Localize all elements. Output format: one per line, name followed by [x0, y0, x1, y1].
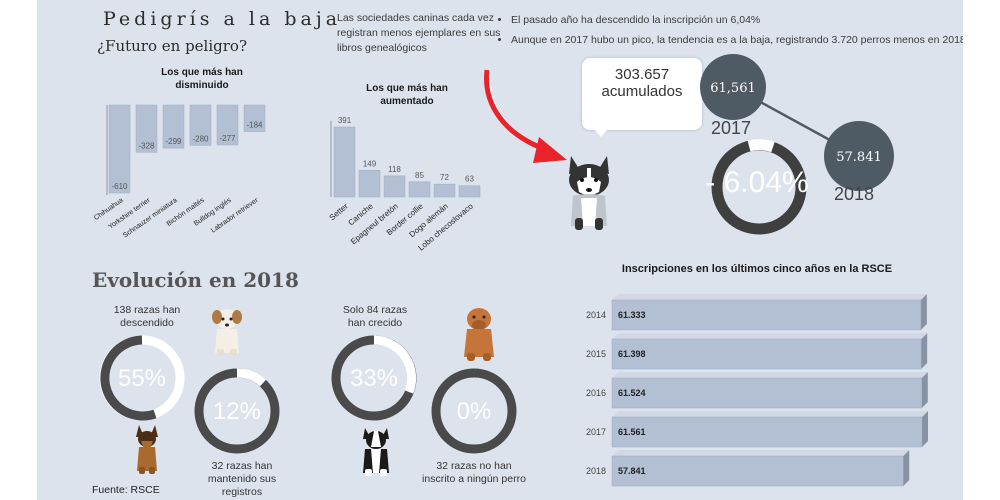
bar — [108, 104, 131, 194]
husky-dog-icon — [569, 156, 609, 230]
category-label: 2015 — [586, 349, 606, 359]
bar — [611, 455, 904, 487]
none-text: 32 razas no han inscrito a ningún perro — [422, 460, 526, 485]
german-shepherd-dog-icon — [136, 425, 158, 474]
accumulated-value: 303.657 — [614, 66, 670, 83]
label-2017: 2017 — [711, 118, 752, 138]
bar-top — [612, 294, 927, 300]
bar — [189, 104, 212, 146]
data-label: -299 — [165, 137, 182, 146]
bar-side — [920, 294, 927, 330]
bar-top — [612, 372, 928, 378]
decreased-chart-title: Los que más han disminuido — [161, 67, 243, 91]
red-arrow-icon — [484, 69, 567, 163]
maintained-percent: 12% — [213, 398, 261, 425]
source-note: Fuente: RSCE — [92, 484, 160, 496]
border-collie-dog-icon — [363, 428, 389, 476]
data-label: -328 — [138, 141, 155, 150]
ring-none: 0% — [431, 368, 517, 454]
infographic: Pedigrís a la baja ¿Futuro en peligro? L… — [37, 0, 963, 500]
category-label: 2017 — [586, 427, 606, 437]
data-label: 61.333 — [618, 310, 646, 320]
ring-descended: 55% — [99, 335, 185, 421]
value-2017: 61,561 — [710, 81, 756, 96]
maintained-text: 32 razas han mantenido sus registros — [207, 460, 277, 498]
bar-top — [612, 450, 910, 456]
bar-side — [903, 450, 910, 486]
ring-maintained: 12% — [194, 368, 280, 454]
bar-side — [921, 372, 928, 408]
data-label: 391 — [338, 116, 352, 125]
data-label: -277 — [219, 134, 236, 143]
circle-2018 — [824, 121, 894, 191]
data-label: 85 — [415, 171, 424, 180]
page-title: Pedigrís a la baja — [103, 8, 342, 30]
bar — [135, 104, 158, 153]
grew-percent: 33% — [350, 365, 398, 392]
grew-text: Solo 84 razas han crecido — [342, 304, 408, 329]
none-percent: 0% — [457, 398, 492, 425]
data-label: 63 — [465, 175, 474, 184]
bar — [162, 104, 185, 149]
bar — [358, 170, 381, 198]
descended-text: 138 razas han descendido — [113, 304, 181, 329]
accumulated-label: acumulados — [601, 83, 683, 100]
inscriptions-chart-title: Inscripciones en los últimos cinco años … — [621, 263, 893, 275]
section-heading: Evolución en 2018 — [92, 268, 299, 292]
data-label: -184 — [246, 121, 263, 130]
change-percent: - 6.04% — [705, 166, 809, 199]
bar — [433, 183, 456, 198]
bar-top — [612, 333, 928, 339]
jack-russell-dog-icon — [212, 309, 242, 356]
bullet-list: El pasado año ha descendido la inscripci… — [497, 10, 963, 50]
circle-2017 — [700, 54, 766, 120]
data-label: 61.524 — [618, 388, 646, 398]
descended-percent: 55% — [118, 365, 166, 392]
bar — [383, 175, 406, 198]
bar — [611, 377, 923, 409]
data-label: 61.561 — [618, 427, 646, 437]
bar — [408, 181, 431, 198]
bullet-item: Aunque en 2017 hubo un pico, la tendenci… — [511, 30, 963, 50]
bar — [458, 185, 481, 198]
increased-chart-title: Los que más han aumentado — [366, 83, 448, 107]
category-label: Labrador retriever — [210, 197, 260, 235]
data-label: -610 — [111, 182, 128, 191]
data-label: -280 — [192, 134, 209, 143]
change-ring-gap — [747, 139, 775, 153]
value-2018: 57.841 — [836, 150, 882, 165]
bubble-tail — [593, 128, 609, 137]
data-label: 61.398 — [618, 349, 646, 359]
bar-side — [921, 333, 928, 369]
data-label: 57.841 — [618, 466, 646, 476]
category-label: 2016 — [586, 388, 606, 398]
data-label: 149 — [363, 159, 377, 168]
bar — [333, 126, 356, 198]
label-2018: 2018 — [834, 184, 875, 204]
category-label: 2014 — [586, 310, 606, 320]
intro-text: Las sociedades caninas cada vez registra… — [337, 12, 501, 54]
accumulated-bubble: 303.657 acumulados — [582, 58, 702, 130]
bar — [216, 104, 239, 146]
bar-side — [922, 411, 928, 447]
bar — [611, 299, 922, 331]
bar — [611, 416, 923, 448]
bar — [243, 104, 266, 132]
data-label: 72 — [440, 173, 449, 182]
bar-top — [612, 411, 928, 417]
data-label: 118 — [388, 165, 401, 174]
bullet-item: El pasado año ha descendido la inscripci… — [511, 10, 963, 30]
page-subtitle: ¿Futuro en peligro? — [97, 37, 247, 55]
yearly-totals-graphic: 61,561 57.841 — [700, 54, 894, 235]
bar — [611, 338, 922, 370]
shar-pei-dog-icon — [464, 308, 494, 361]
category-label: 2018 — [586, 466, 606, 476]
inscriptions-bar-chart: 2014 61.333 2015 61.398 2016 61.524 2017 61.561… — [586, 294, 928, 487]
ring-grew: 33% — [331, 335, 417, 421]
